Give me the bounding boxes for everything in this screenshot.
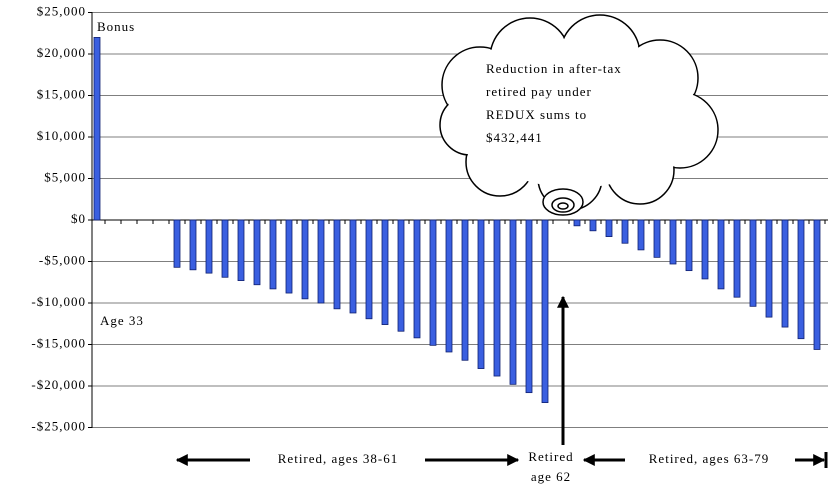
y-tick-label: -$20,000 (31, 377, 86, 392)
bar (781, 219, 789, 328)
bars (93, 37, 821, 404)
bar (637, 219, 645, 251)
bar (93, 37, 101, 221)
bar (813, 219, 821, 350)
bar (669, 219, 677, 265)
range-label: Retired, ages 63-79 (649, 451, 769, 466)
y-tick-label: -$10,000 (31, 294, 86, 309)
bar (189, 219, 197, 271)
cloud-text: Reduction in after-tax (486, 61, 622, 76)
bar (413, 219, 421, 339)
y-tick-label: $20,000 (37, 45, 86, 60)
range-label: Retired (528, 449, 573, 464)
y-tick-label: $10,000 (37, 128, 86, 143)
y-tick-label: -$15,000 (31, 335, 86, 350)
bar (541, 219, 549, 404)
bar (653, 219, 661, 258)
bar (589, 219, 597, 232)
bar (301, 219, 309, 300)
bar (797, 219, 805, 340)
bar (285, 219, 293, 294)
bar (317, 219, 325, 304)
y-tick-label: $25,000 (37, 3, 86, 18)
bar (253, 219, 261, 286)
bar (621, 219, 629, 244)
bar (365, 219, 373, 320)
range-label: age 62 (531, 469, 571, 484)
bar (685, 219, 693, 272)
y-tick-label: $15,000 (37, 86, 86, 101)
bar (717, 219, 725, 290)
y-tick-label: -$5,000 (39, 252, 86, 267)
bar (349, 219, 357, 314)
bar (509, 219, 517, 385)
bar (525, 219, 533, 394)
y-tick-label: -$25,000 (31, 418, 86, 433)
bar (749, 219, 757, 307)
bar (173, 219, 181, 268)
y-tick-label: $5,000 (44, 169, 86, 184)
y-tick-label: $0 (71, 211, 86, 226)
bonus-label: Bonus (97, 19, 135, 34)
bar (237, 219, 245, 281)
bar (221, 219, 229, 278)
bar (205, 219, 213, 274)
bar (269, 219, 277, 290)
bar (493, 219, 501, 377)
bar (445, 219, 453, 353)
age-label: Age 33 (100, 313, 144, 328)
bar (461, 219, 469, 361)
cloud-text: retired pay under (486, 84, 592, 99)
cloud (439, 14, 719, 216)
bar (573, 219, 581, 227)
bar (701, 219, 709, 280)
bar (429, 219, 437, 346)
bar (381, 219, 389, 325)
bar (605, 219, 613, 238)
cloud-text: $432,441 (486, 130, 543, 145)
arrows (175, 295, 828, 468)
bar (477, 219, 485, 369)
bar (733, 219, 741, 298)
bar (397, 219, 405, 332)
bar (765, 219, 773, 318)
cloud-text: REDUX sums to (486, 107, 587, 122)
range-label: Retired, ages 38-61 (278, 451, 398, 466)
bar (333, 219, 341, 310)
